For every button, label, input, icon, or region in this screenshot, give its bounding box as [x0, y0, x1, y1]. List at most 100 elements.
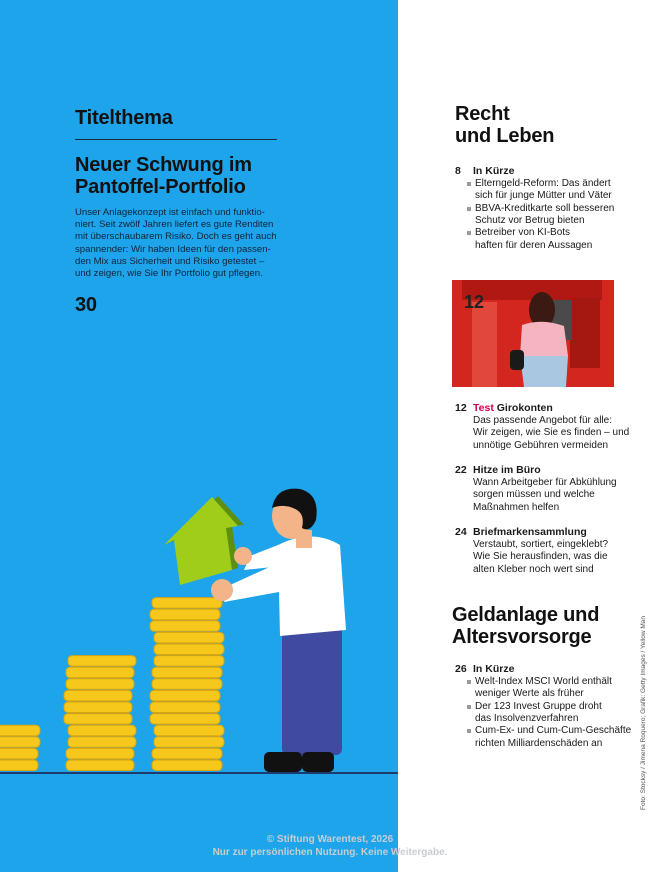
entry-page: 22 [455, 464, 467, 476]
coin [65, 759, 135, 771]
entry-title: In Kürze [473, 165, 514, 178]
entry-title-text: Girokonten [496, 402, 553, 414]
teaser-line: niert. Seit zwölf Jahren liefert es gute… [75, 219, 274, 231]
section-heading: Recht [455, 103, 510, 125]
entry-line: alten Kleber noch wert sind [473, 563, 594, 575]
photo-detail [472, 302, 497, 387]
entry-tag: Test [473, 402, 494, 414]
entry-line: Elterngeld-Reform: Das ändert [475, 178, 611, 189]
illustration [0, 488, 398, 774]
coin [65, 666, 135, 679]
coin-stacks [0, 597, 225, 771]
coin [65, 678, 135, 690]
entry-title-text: Hitze im Büro [473, 464, 541, 476]
bullet [467, 206, 471, 211]
bag [510, 350, 524, 370]
shirt [278, 536, 346, 636]
entry-title-text: Briefmarkensammlung [473, 526, 587, 538]
teaser-line: Unser Anlagekonzept ist einfach und funk… [75, 207, 265, 218]
hand [234, 547, 252, 565]
coin [153, 643, 225, 655]
credit: Foto: Stocksy / Jimena Roquero; Grafik: … [640, 615, 647, 810]
headline: Pantoffel-Portfolio [75, 176, 246, 198]
entry-line: BBVA-Kreditkarte soll besseren [475, 202, 615, 214]
coin [153, 655, 225, 667]
coin [149, 620, 221, 632]
entry-title: Hitze im Büro [473, 464, 541, 477]
entry-line: Cum-Ex- und Cum-Cum-Geschäfte [475, 725, 632, 737]
bullet [467, 231, 471, 236]
photo: 12 [452, 280, 614, 387]
coin [151, 747, 223, 760]
entry-page: 24 [455, 526, 467, 538]
coin [149, 689, 221, 702]
entry-line: Wie Sie herausfinden, was die [473, 551, 608, 563]
coin [153, 631, 225, 644]
entry-title-text: In Kürze [473, 165, 515, 177]
photo-detail [462, 280, 602, 300]
arm [224, 560, 290, 602]
jeans [520, 356, 568, 387]
photo-label: 12 [464, 292, 484, 312]
coin [63, 689, 133, 702]
entry-line: Schutz vor Betrug bieten [475, 214, 585, 226]
entry-title: Briefmarkensammlung [473, 526, 587, 539]
entry-page: 26 [455, 663, 467, 675]
arm [244, 545, 282, 570]
entry-line: weniger Werte als früher [475, 688, 584, 700]
watermark: © Stiftung Warentest, 2026 [266, 834, 394, 845]
hand [211, 579, 233, 601]
entry-title: Test Girokonten [473, 402, 553, 415]
coin [151, 597, 223, 609]
watermark: Nur zur persönlichen Nutzung. Keine Weit… [212, 847, 448, 858]
trousers [282, 625, 342, 755]
entry-page: 12 [455, 402, 467, 414]
coin [153, 724, 225, 737]
arrow [164, 497, 238, 585]
entry-line: Wir zeigen, wie Sie es finden – und [473, 427, 630, 439]
entry-line: unnötige Gebühren vermeiden [473, 439, 609, 451]
headline: Neuer Schwung im [75, 154, 252, 176]
page-number: 30 [75, 294, 97, 316]
entry-line: Verstaubt, sortiert, eingeklebt? [473, 539, 609, 550]
section-heading: Geldanlage und [452, 604, 600, 626]
coin [149, 608, 221, 621]
hair [272, 488, 317, 530]
teaser-line: den Mix aus Sicherheit und Risiko getest… [75, 255, 265, 267]
entry-line: Das passende Angebot für alle: [473, 415, 612, 426]
coin [151, 678, 223, 690]
coin [149, 701, 221, 713]
entry-title: In Kürze [473, 663, 514, 676]
coin [0, 736, 41, 748]
coin [149, 713, 221, 725]
entry-page: 8 [455, 165, 461, 177]
entry-line: sich für junge Mütter und Väter [475, 190, 612, 202]
coin [67, 736, 137, 748]
cover-story-panel: Titelthema Neuer Schwung im Pantoffel-Po… [0, 0, 398, 872]
bullet [467, 182, 471, 186]
teaser-line: mit überschaubarem Risiko. Doch es geht … [75, 231, 277, 243]
entry-line: Maßnahmen helfen [473, 501, 560, 513]
bullet [467, 729, 471, 734]
coin [63, 701, 133, 713]
coin [0, 747, 39, 760]
entry-line: Der 123 Invest Gruppe droht [475, 700, 602, 712]
section-label: Titelthema [75, 107, 173, 129]
hair [529, 292, 555, 328]
coin [153, 736, 225, 748]
entry-title-text: In Kürze [473, 663, 515, 675]
section-heading: und Leben [455, 125, 555, 147]
entry-line: Welt-Index MSCI World enthält [475, 676, 612, 687]
divider [75, 139, 277, 140]
section-heading: Altersvorsorge [452, 626, 592, 648]
entry-line: richten Milliardenschäden an [475, 737, 603, 749]
teaser-line: und zeigen, wie Sie Ihr Portfolio gut pf… [75, 268, 263, 279]
coin [63, 713, 133, 725]
coin [0, 759, 39, 771]
coin [67, 655, 137, 667]
entry-line: haften für deren Aussagen [475, 239, 593, 251]
coin [151, 759, 223, 771]
bullet [467, 680, 471, 684]
entry-line: sorgen müssen und welche [473, 489, 595, 501]
